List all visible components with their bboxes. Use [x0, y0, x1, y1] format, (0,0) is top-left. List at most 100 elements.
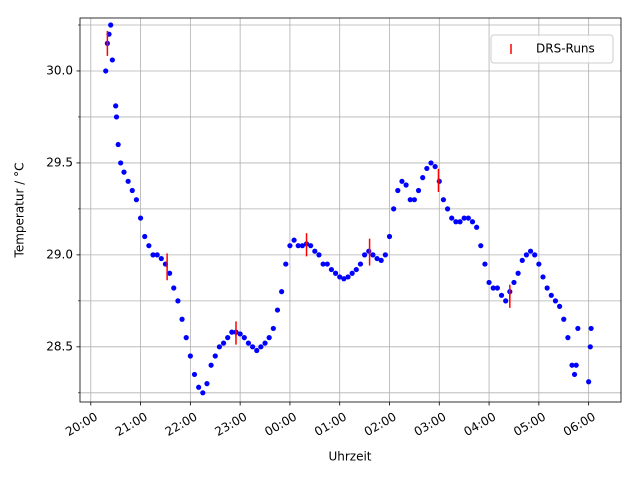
point	[183, 335, 189, 341]
point	[436, 178, 442, 184]
point	[171, 285, 177, 291]
point	[569, 362, 575, 368]
point	[216, 344, 222, 350]
point	[552, 298, 559, 304]
point	[133, 197, 140, 203]
point	[349, 270, 355, 276]
x-axis-label: Uhrzeit	[328, 450, 371, 464]
x-tick-label: 20:00	[63, 410, 100, 439]
point	[254, 347, 260, 354]
point	[548, 292, 554, 298]
point	[403, 182, 409, 188]
point	[482, 261, 488, 267]
point	[540, 274, 546, 280]
point	[573, 362, 579, 368]
point	[432, 163, 438, 170]
x-tick-label: 23:00	[212, 410, 249, 439]
point	[262, 340, 268, 346]
point	[158, 255, 164, 262]
x-tick-label: 03:00	[412, 410, 449, 439]
point	[212, 353, 218, 359]
y-tick-label: 29.5	[46, 155, 73, 169]
point	[196, 384, 202, 390]
point	[490, 285, 496, 291]
point	[353, 266, 359, 273]
point	[395, 187, 401, 194]
x-tick-label: 02:00	[362, 410, 399, 439]
point	[295, 243, 301, 249]
y-tick-label: 28.5	[46, 339, 73, 353]
point	[503, 298, 509, 304]
x-tick-label: 01:00	[312, 410, 349, 439]
point	[386, 233, 393, 240]
point	[391, 206, 397, 212]
point	[486, 279, 492, 286]
x-tick-label: 04:00	[461, 410, 498, 439]
point	[237, 331, 243, 337]
point	[536, 261, 542, 267]
point	[146, 243, 152, 249]
point	[469, 219, 476, 225]
point	[142, 233, 148, 240]
point	[571, 371, 578, 378]
point	[332, 270, 339, 276]
point	[167, 270, 173, 276]
point	[357, 261, 364, 267]
legend-box	[490, 34, 614, 64]
point	[113, 103, 119, 109]
point	[461, 215, 467, 221]
point	[324, 261, 330, 267]
y-tick-label: 30.0	[46, 63, 73, 77]
y-tick-label: 29.0	[46, 247, 73, 261]
point	[362, 252, 368, 258]
point	[515, 270, 521, 276]
point	[179, 316, 185, 322]
point	[220, 340, 227, 346]
point	[474, 224, 480, 230]
point	[121, 169, 127, 175]
point	[556, 303, 563, 309]
point	[225, 335, 231, 341]
point	[374, 255, 380, 262]
point	[229, 329, 235, 335]
point	[519, 257, 525, 263]
point	[453, 219, 459, 225]
point	[113, 114, 120, 120]
point	[370, 252, 376, 258]
point	[316, 252, 322, 258]
x-tick-label: 00:00	[262, 410, 299, 439]
point	[415, 187, 422, 194]
point	[337, 274, 343, 280]
point	[266, 335, 272, 341]
point	[200, 390, 206, 396]
point	[511, 279, 517, 286]
x-tick-label: 06:00	[561, 410, 598, 439]
point	[407, 197, 413, 203]
point	[308, 243, 314, 249]
point	[109, 57, 115, 63]
point	[587, 344, 593, 350]
x-tick-label: 05:00	[511, 410, 548, 439]
point	[428, 160, 434, 166]
point	[328, 266, 335, 273]
point	[588, 325, 594, 332]
point	[320, 261, 326, 267]
point	[208, 362, 214, 368]
point	[258, 344, 264, 350]
point	[341, 276, 347, 282]
point	[154, 252, 160, 258]
legend-label: DRS-Runs	[536, 42, 595, 56]
x-tick-label: 22:00	[163, 410, 200, 439]
point	[449, 215, 455, 221]
point	[274, 307, 281, 313]
point	[291, 237, 297, 243]
point	[287, 243, 293, 249]
point	[129, 187, 135, 194]
point	[118, 160, 124, 166]
point	[586, 379, 592, 385]
point	[245, 340, 252, 346]
point	[399, 178, 405, 184]
point	[532, 252, 538, 258]
point	[411, 197, 417, 203]
